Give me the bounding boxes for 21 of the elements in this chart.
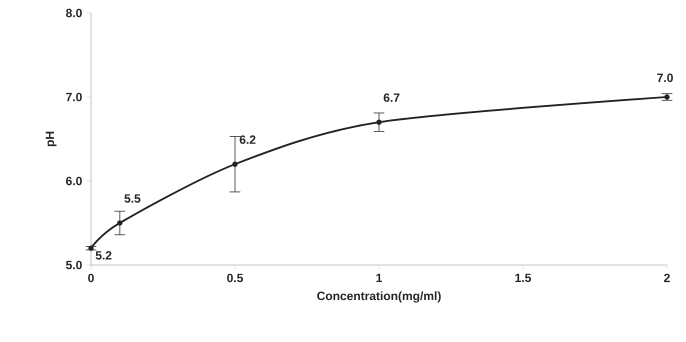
y-tick-label: 7.0 [66,92,82,102]
x-axis-title: Concentration(mg/ml) [317,291,441,303]
y-tick-label: 6.0 [66,176,82,186]
x-tick-label: 0 [88,274,94,282]
x-tick-label: 1 [376,274,382,282]
x-tick-label: 1.5 [515,274,531,282]
point [117,220,122,226]
data-label: 7.0 [657,74,673,82]
point [664,94,670,100]
data-label: 6.7 [384,93,400,102]
x-tick-label: 2 [664,274,670,282]
data-label: 6.2 [240,135,256,144]
data-label: 5.2 [96,251,112,260]
point [232,162,238,167]
y-tick-label: 5.0 [66,260,82,270]
data-label: 5.5 [124,194,140,203]
x-tick-label: 0.5 [227,274,244,282]
y-axis-title: pH [46,132,56,146]
point [376,120,382,125]
y-tick-label: 8.0 [66,8,82,18]
point [88,246,94,251]
